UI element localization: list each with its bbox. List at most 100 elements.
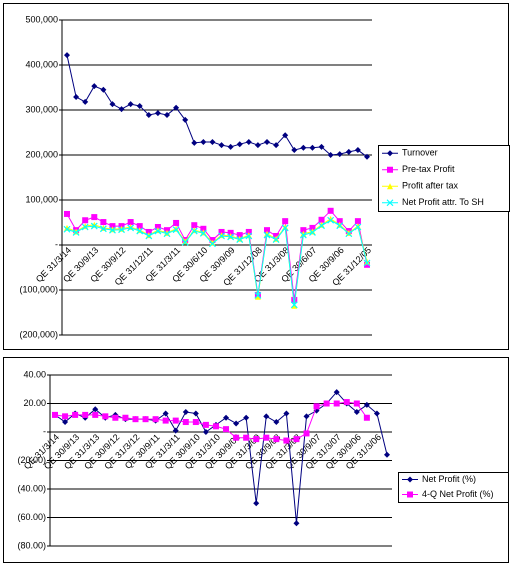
point	[236, 236, 244, 244]
legend-label: Profit after tax	[402, 181, 459, 191]
point	[152, 416, 159, 423]
point	[303, 413, 310, 420]
point	[118, 226, 125, 234]
series-line	[54, 391, 388, 524]
point	[387, 183, 393, 190]
point	[202, 421, 209, 428]
point	[318, 216, 325, 223]
point	[236, 232, 243, 239]
point	[293, 520, 300, 527]
point	[273, 235, 280, 242]
point	[118, 225, 125, 232]
point	[100, 219, 107, 226]
y-tick-label: 400,000	[25, 59, 58, 69]
legend-label: Net Profit (%)	[422, 474, 476, 484]
point	[227, 143, 234, 150]
point	[300, 227, 307, 234]
point	[199, 229, 207, 237]
point	[309, 144, 316, 151]
point	[236, 141, 243, 148]
point	[200, 229, 207, 236]
point	[233, 420, 240, 427]
point	[343, 399, 350, 406]
point	[142, 416, 149, 423]
point	[92, 411, 99, 418]
point	[109, 101, 116, 108]
point	[282, 224, 289, 230]
point	[323, 400, 330, 407]
point	[145, 228, 152, 235]
point	[64, 52, 70, 59]
point	[333, 389, 340, 396]
series-line	[66, 219, 368, 305]
point	[363, 259, 371, 267]
point	[173, 104, 180, 111]
point	[82, 98, 89, 105]
point	[63, 225, 71, 233]
point	[132, 416, 139, 423]
point	[303, 430, 310, 437]
point	[290, 301, 298, 309]
point	[300, 144, 307, 151]
point	[100, 86, 107, 93]
y-tick-label: (200,000)	[19, 329, 58, 339]
point	[245, 138, 252, 145]
point	[122, 414, 129, 421]
point	[353, 409, 360, 416]
point	[245, 232, 253, 240]
legend-box	[378, 145, 510, 212]
point	[407, 476, 413, 483]
legend-label: Net Profit attr. To SH	[402, 197, 484, 207]
point	[200, 138, 207, 145]
point	[364, 153, 370, 160]
point	[162, 410, 169, 417]
point	[273, 419, 280, 426]
point	[273, 142, 280, 149]
point	[254, 142, 261, 149]
point	[136, 223, 143, 230]
legend-label: Pre-tax Profit	[402, 164, 455, 174]
point	[386, 199, 394, 207]
point	[145, 111, 152, 118]
point	[72, 228, 80, 236]
point	[62, 413, 69, 420]
point	[172, 417, 179, 424]
point	[200, 225, 207, 232]
point	[300, 230, 307, 237]
point	[345, 230, 353, 238]
point	[72, 411, 79, 418]
point	[336, 222, 344, 230]
point	[112, 414, 119, 421]
point	[102, 413, 109, 420]
point	[212, 423, 219, 430]
point	[182, 116, 189, 123]
point	[190, 227, 198, 235]
point	[327, 152, 334, 158]
point	[345, 148, 352, 155]
point	[172, 427, 179, 434]
point	[182, 419, 189, 426]
point	[333, 400, 340, 407]
y-tick-label: -	[55, 239, 58, 249]
point	[136, 102, 143, 109]
y-tick-label: 300,000	[25, 104, 58, 114]
point	[387, 166, 393, 173]
point	[182, 238, 189, 245]
point	[145, 232, 153, 240]
point	[202, 429, 209, 435]
point	[82, 217, 89, 224]
point	[109, 226, 116, 233]
point	[145, 232, 152, 239]
series-line	[66, 54, 368, 158]
point	[64, 210, 70, 217]
point	[327, 215, 334, 222]
point	[336, 221, 343, 228]
point	[387, 150, 393, 157]
point	[62, 419, 69, 426]
point	[162, 417, 169, 424]
point	[218, 228, 225, 235]
point	[282, 132, 289, 139]
y-tick-label: 20.00	[23, 398, 46, 408]
point	[254, 293, 261, 300]
point	[90, 222, 98, 230]
